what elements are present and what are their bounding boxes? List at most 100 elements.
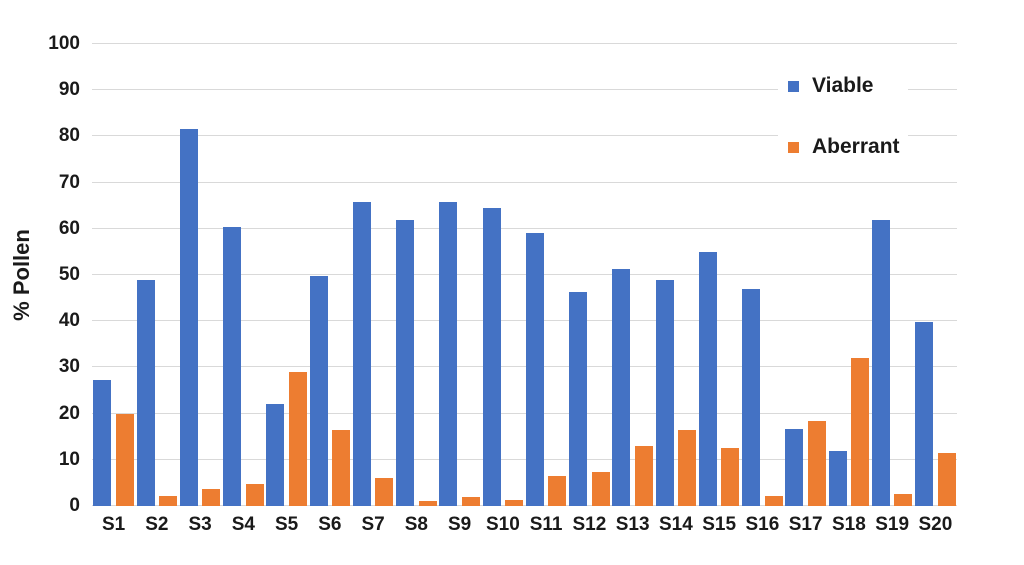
gridline xyxy=(92,227,957,229)
x-tick-label: S4 xyxy=(231,514,255,535)
aberrant-bar xyxy=(461,496,480,506)
bar-group-s6 xyxy=(308,44,351,506)
y-tick-label: 80 xyxy=(58,125,80,147)
gridline xyxy=(92,43,957,44)
x-tick-label: S9 xyxy=(448,514,472,535)
aberrant-bar xyxy=(159,495,178,506)
aberrant-bar xyxy=(764,495,783,506)
y-tick-label: 90 xyxy=(58,79,80,101)
gridline xyxy=(92,366,957,368)
viable-bar xyxy=(136,279,155,506)
viable-bar xyxy=(439,202,458,506)
bar-group-s3 xyxy=(179,44,222,506)
viable-bar xyxy=(698,251,717,506)
x-tick-label: S19 xyxy=(875,514,910,535)
y-tick-label: 70 xyxy=(58,171,80,193)
bar-group-s13 xyxy=(611,44,654,506)
y-tick-label: 60 xyxy=(58,217,80,239)
x-tick-label: S2 xyxy=(145,514,169,535)
viable-bar xyxy=(828,451,847,506)
bar-group-s12 xyxy=(568,44,611,506)
legend-label: Viable xyxy=(812,74,874,97)
x-tick-label: S16 xyxy=(745,514,780,535)
bar-group-s19 xyxy=(871,44,914,506)
aberrant-bar xyxy=(332,430,351,506)
x-tick-label: S1 xyxy=(102,514,126,535)
viable-bar xyxy=(915,322,934,506)
bar-group-s9 xyxy=(438,44,481,506)
x-tick-label: S17 xyxy=(788,514,823,535)
legend-label: Aberrant xyxy=(812,135,900,158)
viable-bar xyxy=(266,404,285,506)
aberrant-bar xyxy=(375,478,394,506)
aberrant-bar xyxy=(418,501,437,506)
bar-group-s11 xyxy=(525,44,568,506)
aberrant-bar xyxy=(851,358,870,506)
x-tick-label: S20 xyxy=(918,514,953,535)
viable-bar xyxy=(309,275,328,506)
legend-item-viable: Viable xyxy=(778,70,908,102)
viable-bar xyxy=(742,288,761,506)
viable-bar xyxy=(223,226,242,506)
viable-bar xyxy=(352,202,371,506)
x-tick-label: S7 xyxy=(361,514,385,535)
aberrant-bar xyxy=(721,448,740,506)
gridline xyxy=(92,320,957,322)
x-tick-label: S14 xyxy=(658,514,693,535)
bar-groups xyxy=(92,44,957,506)
x-tick-label: S13 xyxy=(615,514,650,535)
bar-group-s16 xyxy=(741,44,784,506)
aberrant-bar xyxy=(115,413,134,506)
y-tick-label: 20 xyxy=(58,402,80,424)
gridline xyxy=(92,458,957,460)
viable-bar xyxy=(396,219,415,506)
legend-item-aberrant: Aberrant xyxy=(778,131,908,163)
aberrant-bar xyxy=(807,420,826,506)
y-tick-label: 100 xyxy=(48,33,80,54)
gridline xyxy=(92,135,957,137)
y-tick-label: 40 xyxy=(58,310,80,332)
aberrant-bar xyxy=(634,445,653,506)
x-tick-label: S5 xyxy=(275,514,299,535)
aberrant-bar xyxy=(678,429,697,506)
gridline xyxy=(92,274,957,275)
viable-bar xyxy=(525,233,544,506)
gridline xyxy=(92,412,957,414)
gridline xyxy=(92,505,957,506)
aberrant-bar xyxy=(245,484,264,506)
y-tick-label: 30 xyxy=(58,356,80,378)
bar-group-s2 xyxy=(135,44,178,506)
viable-bar xyxy=(871,219,890,506)
bar-group-s15 xyxy=(698,44,741,506)
viable-bar xyxy=(179,129,198,506)
viable-bar xyxy=(482,207,501,506)
x-tick-label: S18 xyxy=(831,514,866,535)
gridline xyxy=(92,89,957,91)
bar-group-s8 xyxy=(395,44,438,506)
bar-group-s5 xyxy=(265,44,308,506)
bar-group-s7 xyxy=(352,44,395,506)
aberrant-bar xyxy=(288,372,307,506)
viable-bar xyxy=(93,379,112,506)
viable-bar xyxy=(785,428,804,506)
x-tick-label: S15 xyxy=(702,514,737,535)
legend-swatch-icon xyxy=(788,141,799,153)
viable-bar xyxy=(569,291,588,506)
aberrant-bar xyxy=(548,475,567,506)
x-tick-label: S10 xyxy=(485,514,520,535)
aberrant-bar xyxy=(202,488,221,506)
x-tick-label: S6 xyxy=(318,514,342,535)
bar-group-s18 xyxy=(827,44,870,506)
viable-bar xyxy=(612,269,631,506)
y-tick-label: 10 xyxy=(58,448,80,470)
legend: Viable Aberrant xyxy=(778,70,908,163)
x-tick-label: S8 xyxy=(404,514,428,535)
bar-group-s4 xyxy=(222,44,265,506)
bar-group-s17 xyxy=(784,44,827,506)
plot-area xyxy=(92,43,957,506)
x-tick-label: S3 xyxy=(188,514,212,535)
bar-group-s1 xyxy=(92,44,135,506)
aberrant-bar xyxy=(591,472,610,506)
x-tick-label: S12 xyxy=(572,514,607,535)
